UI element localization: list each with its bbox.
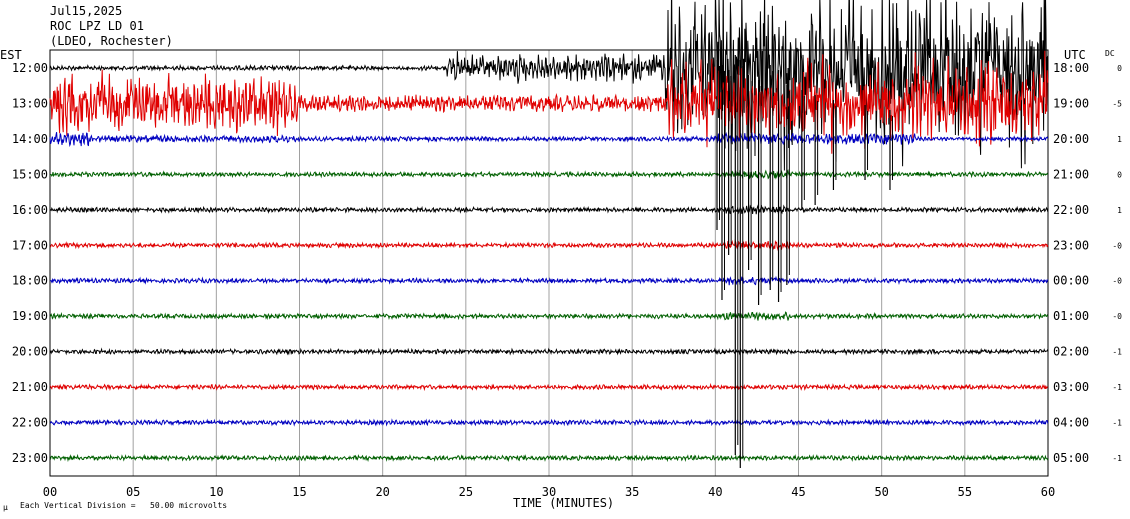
trace-line (49, 347, 1049, 356)
est-axis-title: EST (0, 48, 22, 62)
dc-offset-label: -0 (1112, 241, 1122, 250)
utc-time-label: 03:00 (1053, 380, 1089, 394)
est-time-label: 19:00 (12, 309, 48, 323)
x-tick-label: 15 (292, 485, 306, 499)
x-tick-label: 00 (43, 485, 57, 499)
utc-time-label: 04:00 (1053, 416, 1089, 430)
x-tick-label: 25 (459, 485, 473, 499)
utc-time-label: 22:00 (1053, 203, 1089, 217)
dc-offset-label: -1 (1112, 454, 1122, 463)
trace-line (49, 0, 1049, 171)
trace-line (49, 168, 1049, 180)
plot-frame (49, 49, 1049, 477)
utc-time-label: 05:00 (1053, 451, 1089, 465)
trace-line (49, 203, 1049, 215)
trace-line (49, 453, 1049, 463)
x-tick-label: 60 (1041, 485, 1055, 499)
dc-axis-title: DC (1105, 49, 1115, 58)
dc-offset-label: 0 (1117, 170, 1122, 179)
dc-offset-label: -1 (1112, 383, 1122, 392)
utc-time-label: 18:00 (1053, 61, 1089, 75)
est-time-label: 22:00 (12, 416, 48, 430)
x-tick-label: 30 (542, 485, 556, 499)
dc-offset-label: -1 (1112, 419, 1122, 428)
x-tick-label: 45 (791, 485, 805, 499)
x-tick-label: 35 (625, 485, 639, 499)
est-time-label: 18:00 (12, 274, 48, 288)
x-tick-label: 40 (708, 485, 722, 499)
est-time-label: 13:00 (12, 96, 48, 110)
trace-line (49, 311, 1049, 321)
x-axis-title: TIME (MINUTES) (513, 496, 615, 510)
utc-time-label: 23:00 (1053, 238, 1089, 252)
utc-axis-title: UTC (1064, 48, 1086, 62)
est-time-label: 20:00 (12, 345, 48, 359)
utc-time-label: 21:00 (1053, 167, 1089, 181)
x-tick-label: 50 (874, 485, 888, 499)
utc-time-label: 01:00 (1053, 309, 1089, 323)
est-time-label: 12:00 (12, 61, 48, 75)
est-time-label: 21:00 (12, 380, 48, 394)
est-time-label: 15:00 (12, 167, 48, 181)
est-time-label: 16:00 (12, 203, 48, 217)
est-time-label: 23:00 (12, 451, 48, 465)
dc-offset-label: -1 (1112, 348, 1122, 357)
dc-offset-label: -5 (1112, 99, 1122, 108)
dc-offset-label: 1 (1117, 135, 1122, 144)
trace-line (49, 418, 1049, 427)
x-tick-label: 05 (126, 485, 140, 499)
x-tick-label: 10 (209, 485, 223, 499)
dc-offset-label: -0 (1112, 312, 1122, 321)
chart-station: ROC LPZ LD 01 (50, 19, 144, 33)
est-time-label: 17:00 (12, 238, 48, 252)
x-tick-label: 20 (375, 485, 389, 499)
dc-offset-label: 1 (1117, 206, 1122, 215)
utc-time-label: 20:00 (1053, 132, 1089, 146)
utc-time-label: 02:00 (1053, 345, 1089, 359)
trace-line (49, 238, 1049, 251)
x-tick-label: 55 (958, 485, 972, 499)
dc-offset-label: -0 (1112, 277, 1122, 286)
chart-date: Jul15,2025 (50, 4, 123, 18)
trace-line (49, 131, 1049, 148)
chart-network: (LDEO, Rochester) (50, 34, 173, 48)
utc-time-label: 19:00 (1053, 96, 1089, 110)
est-time-label: 14:00 (12, 132, 48, 146)
footnote: Each Vertical Division = 50.00 microvolt… (20, 501, 228, 510)
trace-line (49, 275, 1049, 286)
trace-line (49, 50, 1049, 154)
dc-offset-label: 0 (1117, 64, 1122, 73)
utc-time-label: 00:00 (1053, 274, 1089, 288)
footnote-mark: μ (3, 503, 8, 512)
trace-line (49, 382, 1049, 392)
